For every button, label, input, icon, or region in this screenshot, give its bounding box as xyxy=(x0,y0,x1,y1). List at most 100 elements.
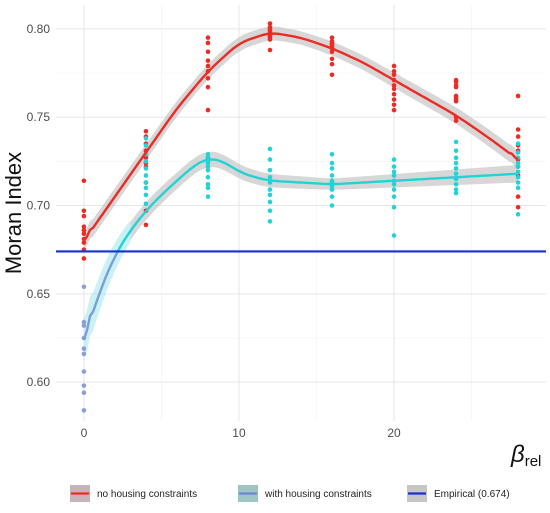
point-with-housing xyxy=(391,204,397,210)
point-no-housing xyxy=(267,21,273,26)
legend-no-housing: no housing constraints xyxy=(70,485,197,502)
point-with-housing xyxy=(205,160,211,166)
point-with-housing xyxy=(515,150,521,155)
point-no-housing xyxy=(329,61,335,67)
point-no-housing xyxy=(81,256,87,261)
point-with-housing xyxy=(81,369,87,374)
x-axis-title-main: β xyxy=(510,441,525,468)
point-no-housing xyxy=(515,194,521,199)
y-tick-label: 0.70 xyxy=(27,198,51,212)
point-with-housing xyxy=(515,164,521,169)
point-no-housing xyxy=(267,47,273,53)
point-with-housing xyxy=(453,155,459,161)
point-with-housing xyxy=(453,171,459,176)
line-no-housing xyxy=(82,32,519,242)
point-with-housing xyxy=(81,351,87,357)
y-tick-label: 0.80 xyxy=(27,22,51,36)
point-with-housing xyxy=(453,139,459,145)
point-with-housing xyxy=(143,185,149,191)
point-no-housing xyxy=(329,35,335,40)
point-no-housing xyxy=(391,83,397,88)
legend-with-housing-text: with housing constraints xyxy=(264,489,372,500)
x-tick-label: 10 xyxy=(232,426,246,440)
point-no-housing xyxy=(329,56,335,62)
point-with-housing xyxy=(329,203,335,208)
point-with-housing xyxy=(267,157,273,162)
point-no-housing xyxy=(515,204,521,210)
point-no-housing xyxy=(329,72,335,78)
x-axis-title: βrel xyxy=(510,441,541,470)
ribbon-no-housing xyxy=(83,26,519,250)
point-with-housing xyxy=(267,167,273,173)
point-with-housing xyxy=(391,173,397,178)
point-no-housing xyxy=(391,68,397,74)
point-with-housing xyxy=(391,157,397,162)
plot-panel xyxy=(56,5,546,421)
point-with-housing xyxy=(391,181,397,187)
point-with-housing xyxy=(329,194,335,199)
point-with-housing xyxy=(453,190,459,196)
point-with-housing xyxy=(515,212,521,217)
point-with-housing xyxy=(143,159,149,164)
point-with-housing xyxy=(205,185,211,191)
point-with-housing xyxy=(267,208,273,214)
point-no-housing xyxy=(81,231,87,237)
point-no-housing xyxy=(391,72,397,78)
point-with-housing xyxy=(267,174,273,180)
point-with-housing xyxy=(453,160,459,166)
x-tick-label: 20 xyxy=(387,426,401,440)
y-axis-ticks: 0.60 0.65 0.70 0.75 0.80 xyxy=(27,22,51,389)
point-with-housing xyxy=(143,166,149,171)
point-no-housing xyxy=(391,107,397,113)
point-no-housing xyxy=(81,178,87,184)
y-tick-label: 0.65 xyxy=(27,287,51,301)
point-with-housing xyxy=(205,174,211,180)
point-with-housing xyxy=(205,194,211,199)
point-no-housing xyxy=(205,40,211,46)
point-no-housing xyxy=(81,227,87,233)
point-no-housing xyxy=(391,63,397,69)
point-no-housing xyxy=(453,84,459,90)
point-with-housing xyxy=(329,166,335,171)
point-no-housing xyxy=(391,86,397,92)
point-no-housing xyxy=(515,93,521,99)
x-tick-label: 0 xyxy=(81,426,88,440)
point-with-housing xyxy=(515,174,521,180)
x-axis-title-subscript: rel xyxy=(525,453,542,470)
point-with-housing xyxy=(453,166,459,171)
point-with-housing xyxy=(391,233,397,238)
point-no-housing xyxy=(453,79,459,85)
point-no-housing xyxy=(143,155,149,161)
legend-empirical-text: Empirical (0.674) xyxy=(434,489,510,500)
y-tick-label: 0.75 xyxy=(27,110,51,124)
y-tick-label: 0.60 xyxy=(27,375,51,389)
point-with-housing xyxy=(329,160,335,166)
point-with-housing xyxy=(515,141,521,146)
point-no-housing xyxy=(143,222,149,228)
point-with-housing xyxy=(81,383,87,388)
point-with-housing xyxy=(143,192,149,198)
smooth-lines xyxy=(82,32,519,341)
point-no-housing xyxy=(515,134,521,139)
point-with-housing xyxy=(81,390,87,396)
data-points xyxy=(81,21,521,413)
legend-no-housing-text: no housing constraints xyxy=(97,489,197,500)
point-with-housing xyxy=(391,164,397,169)
point-with-housing xyxy=(205,167,211,173)
legend-empirical: Empirical (0.674) xyxy=(407,485,510,502)
line-with-housing-low xyxy=(82,250,120,341)
x-axis-ticks: 0 10 20 xyxy=(81,426,401,440)
point-no-housing xyxy=(267,37,273,42)
point-no-housing xyxy=(143,129,149,134)
point-with-housing xyxy=(391,169,397,175)
point-no-housing xyxy=(81,224,87,229)
point-no-housing xyxy=(81,240,87,245)
point-with-housing xyxy=(515,185,521,191)
point-with-housing xyxy=(329,151,335,157)
point-no-housing xyxy=(205,58,211,63)
point-with-housing xyxy=(143,143,149,148)
point-no-housing xyxy=(391,91,397,97)
point-with-housing xyxy=(267,192,273,198)
ribbon-with-housing xyxy=(130,151,519,241)
